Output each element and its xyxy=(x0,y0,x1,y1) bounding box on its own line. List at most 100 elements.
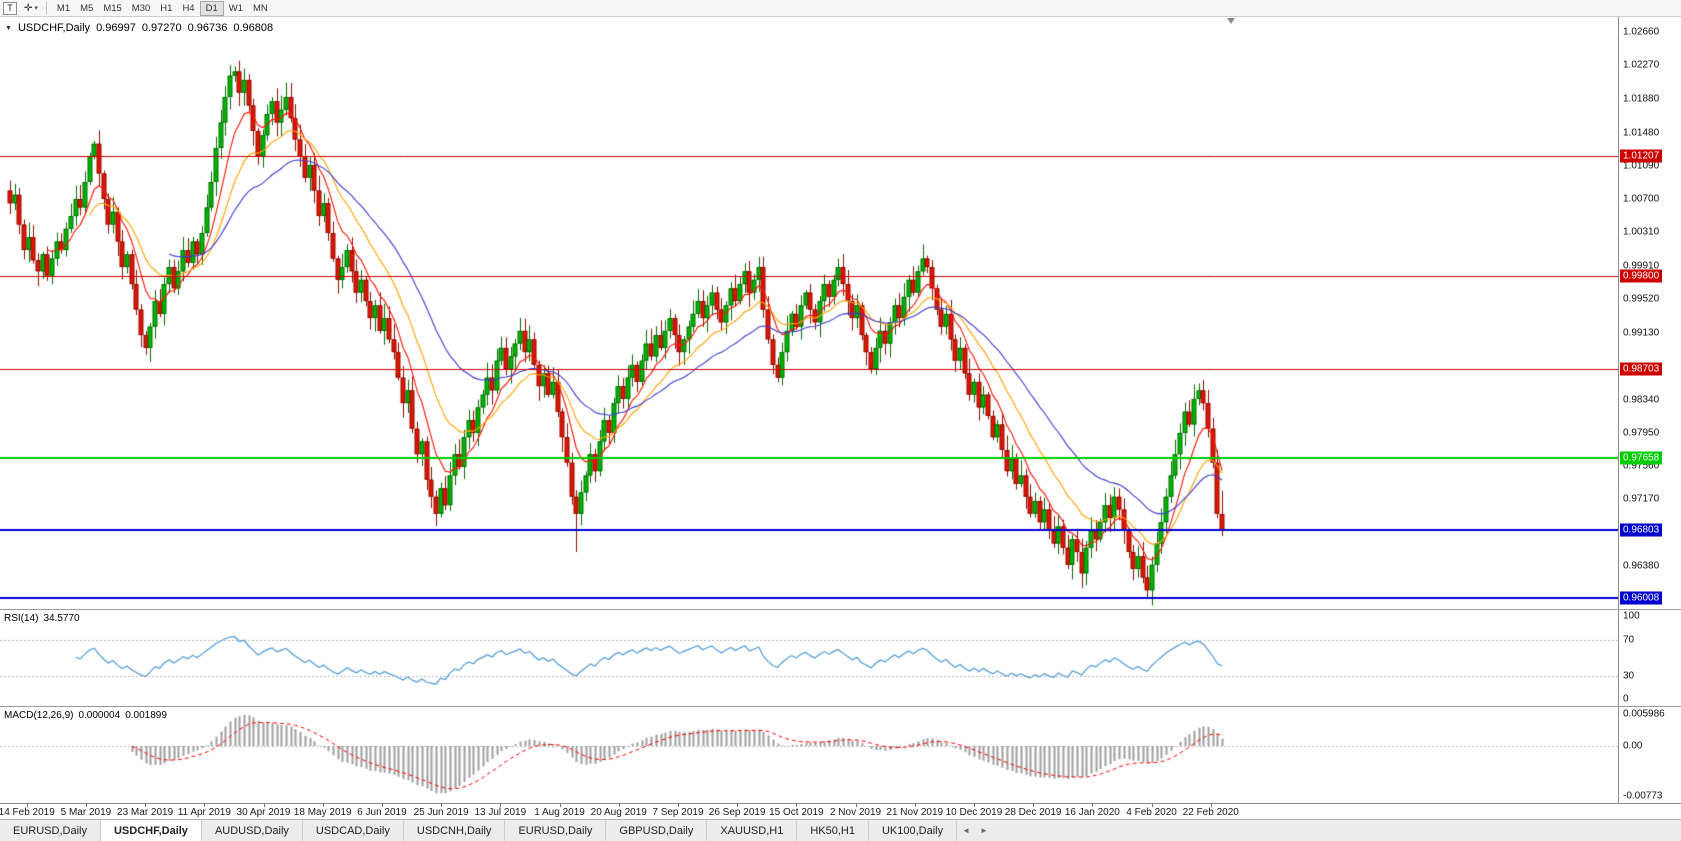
timeframe-h1[interactable]: H1 xyxy=(160,2,173,14)
rsi-name: RSI(14) xyxy=(4,613,39,624)
level-price-badge: 1.01207 xyxy=(1620,149,1663,163)
date-axis[interactable]: 14 Feb 2019 5 Mar 2019 23 Mar 2019 11 Apr 2… xyxy=(0,803,1681,819)
date-tick xyxy=(559,804,561,807)
date-label: 7 Sep 2019 xyxy=(652,807,704,818)
date-tick xyxy=(914,804,916,807)
timeframe-h4[interactable]: H4 xyxy=(182,2,195,14)
date-label: 22 Feb 2020 xyxy=(1182,807,1239,818)
chart-tab-hk50-h1[interactable]: HK50,H1 xyxy=(797,820,869,841)
chart-tab-usdchf-daily[interactable]: USDCHF,Daily xyxy=(100,820,202,841)
price-tick-label: 0.97950 xyxy=(1623,427,1660,439)
chart-area: ▼ USDCHF,Daily 0.96997 0.97270 0.96736 0… xyxy=(0,17,1681,819)
rsi-chart-canvas[interactable] xyxy=(0,610,1618,706)
timeframe-m1[interactable]: M1 xyxy=(56,2,71,14)
macd-tick-label: 0.005986 xyxy=(1623,708,1665,720)
date-label: 6 Jun 2019 xyxy=(357,807,407,818)
date-tick xyxy=(973,804,975,807)
macd-name: MACD(12,26,9) xyxy=(4,710,74,721)
level-price-badge: 0.98703 xyxy=(1620,362,1663,376)
date-label: 4 Feb 2020 xyxy=(1126,807,1177,818)
date-tick xyxy=(26,804,28,807)
date-tick xyxy=(1151,804,1153,807)
chart-tab-eurusd-daily[interactable]: EURUSD,Daily xyxy=(0,820,101,841)
ohlc-low: 0.96736 xyxy=(187,22,228,34)
level-price-badge: 0.97658 xyxy=(1620,451,1663,465)
date-label: 13 Jul 2019 xyxy=(474,807,527,818)
macd-plot[interactable]: MACD(12,26,9) 0.000004 0.001899 xyxy=(0,707,1618,803)
timeframe-m5[interactable]: M5 xyxy=(80,2,94,14)
timeframe-m30[interactable]: M30 xyxy=(131,2,151,14)
date-tick xyxy=(1092,804,1094,807)
date-tick xyxy=(1210,804,1212,807)
rsi-axis[interactable]: 100 70 30 0 xyxy=(1618,610,1681,706)
chart-tab-audusd-daily[interactable]: AUDUSD,Daily xyxy=(201,820,303,841)
ohlc-close: 0.96808 xyxy=(233,22,274,34)
date-label: 21 Nov 2019 xyxy=(886,807,944,818)
tabs-scroll-right-icon[interactable]: ► xyxy=(980,826,988,835)
date-label: 20 Aug 2019 xyxy=(590,807,647,818)
rsi-plot[interactable]: RSI(14) 34.5770 xyxy=(0,610,1618,706)
macd-panel: MACD(12,26,9) 0.000004 0.001899 0.005986… xyxy=(0,706,1681,803)
price-tick-label: 0.99910 xyxy=(1623,260,1660,272)
date-tick xyxy=(322,804,324,807)
rsi-panel: RSI(14) 34.5770 100 70 30 0 xyxy=(0,609,1681,706)
date-tick xyxy=(1033,804,1035,807)
date-tick xyxy=(381,804,383,807)
date-label: 2 Nov 2019 xyxy=(829,807,882,818)
date-label: 15 Oct 2019 xyxy=(769,807,824,818)
price-tick-label: 1.01090 xyxy=(1623,160,1660,172)
timeframe-group: M1 M5 M15 M30 H1 H4 D1 W1 MN xyxy=(52,0,273,16)
price-tick-label: 0.99130 xyxy=(1623,327,1660,339)
rsi-tick-label: 100 xyxy=(1623,610,1640,622)
date-label: 25 Jun 2019 xyxy=(413,807,469,818)
ohlc-high: 0.97270 xyxy=(141,22,182,34)
chart-tab-uk100-daily[interactable]: UK100,Daily xyxy=(868,820,958,841)
rsi-label: RSI(14) 34.5770 xyxy=(4,613,80,624)
chart-tab-eurusd-daily[interactable]: EURUSD,Daily xyxy=(505,820,607,841)
price-chart-canvas[interactable] xyxy=(0,17,1618,609)
price-axis[interactable]: 1.02660 1.02270 1.01880 1.01480 1.01090 1.007… xyxy=(1618,17,1681,609)
price-plot[interactable]: ▼ USDCHF,Daily 0.96997 0.97270 0.96736 0… xyxy=(0,17,1618,609)
timeframe-d1[interactable]: D1 xyxy=(199,0,224,16)
price-tick-label: 1.01880 xyxy=(1623,93,1660,105)
chart-title: USDCHF,Daily xyxy=(17,22,91,34)
chart-tab-gbpusd-daily[interactable]: GBPUSD,Daily xyxy=(606,820,708,841)
date-tick xyxy=(500,804,502,807)
tabs-scroll-left-icon[interactable]: ◄ xyxy=(962,826,971,835)
chart-tab-xauusd-h1[interactable]: XAUUSD,H1 xyxy=(707,820,798,841)
level-price-badge: 0.96008 xyxy=(1620,591,1663,605)
toolbar: T ✛ ▾ M1 M5 M15 M30 H1 H4 D1 W1 MN xyxy=(0,0,1681,17)
date-label: 10 Dec 2019 xyxy=(945,807,1003,818)
date-label: 26 Sep 2019 xyxy=(708,807,766,818)
toolbar-separator xyxy=(45,2,47,14)
level-price-badge: 0.99800 xyxy=(1620,269,1663,283)
date-label: 23 Mar 2019 xyxy=(117,807,174,818)
date-tick xyxy=(796,804,798,807)
date-tick xyxy=(737,804,739,807)
date-tick xyxy=(441,804,443,807)
timeframe-mn[interactable]: MN xyxy=(253,2,268,14)
timeframe-w1[interactable]: W1 xyxy=(228,2,243,14)
chart-shift-marker[interactable] xyxy=(1226,18,1235,24)
collapse-arrow-icon[interactable]: ▼ xyxy=(5,24,12,32)
chart-tab-usdcnh-daily[interactable]: USDCNH,Daily xyxy=(403,820,506,841)
level-price-badge: 0.96803 xyxy=(1620,523,1663,537)
text-tool-button[interactable]: T xyxy=(3,1,17,15)
macd-axis[interactable]: 0.005986 0.00 -0.00773 xyxy=(1618,707,1681,803)
price-tick-label: 0.98340 xyxy=(1623,394,1660,406)
chevron-down-icon: ▾ xyxy=(34,5,38,12)
date-tick xyxy=(855,804,857,807)
cursor-tool-button[interactable]: ✛ ▾ xyxy=(21,3,41,14)
chart-tab-usdcad-daily[interactable]: USDCAD,Daily xyxy=(302,820,404,841)
price-tick-label: 0.96380 xyxy=(1623,560,1660,572)
rsi-tick-label: 70 xyxy=(1623,634,1635,646)
date-tick xyxy=(85,804,87,807)
macd-main-value: 0.000004 xyxy=(78,710,121,721)
chart-tabs-bar: EURUSD,Daily USDCHF,Daily AUDUSD,Daily USDC… xyxy=(0,819,1681,841)
rsi-tick-label: 0 xyxy=(1623,693,1629,705)
macd-tick-label: 0.00 xyxy=(1623,740,1643,752)
timeframe-m15[interactable]: M15 xyxy=(103,2,122,14)
price-tick-label: 1.00310 xyxy=(1623,226,1660,238)
macd-chart-canvas[interactable] xyxy=(0,707,1618,803)
price-tick-label: 1.02270 xyxy=(1623,59,1660,71)
